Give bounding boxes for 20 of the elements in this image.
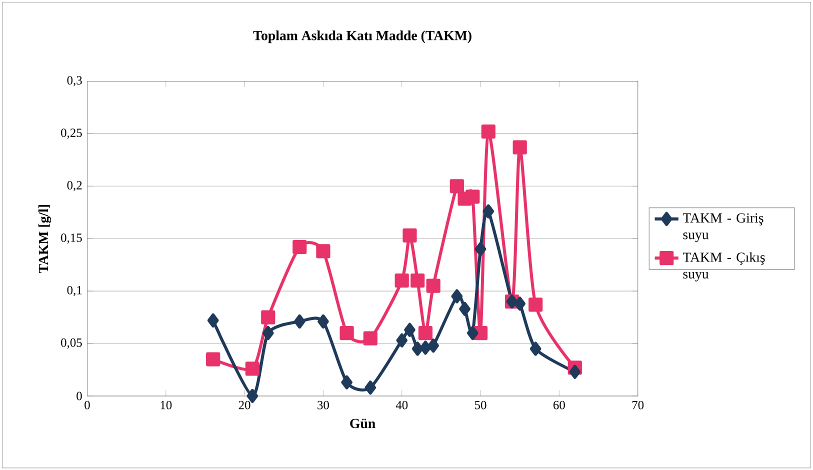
x-tick-label: 50: [475, 400, 486, 410]
chart-title: Toplam Askıda Katı Madde (TAKM): [253, 30, 472, 43]
x-axis-title: Gün: [350, 418, 376, 428]
y-tick-label: 0,3: [67, 76, 82, 86]
x-tick-label: 20: [238, 400, 250, 410]
x-tick-label: 10: [160, 400, 172, 410]
legend-label: TAKM - Çıkış suyu: [682, 252, 765, 282]
y-axis-title: TAKM [g/l]: [38, 204, 52, 273]
legend-label: TAKM - Giriş suyu: [682, 213, 764, 242]
x-tick-label: 30: [318, 400, 329, 410]
x-tick-label: 60: [553, 400, 565, 410]
y-tick-label: 0,05: [61, 338, 82, 349]
x-tick-label: 70: [632, 400, 644, 410]
y-tick-label: 0,2: [67, 180, 82, 192]
y-tick-label: 0,25: [61, 128, 82, 139]
y-tick-label: 0: [76, 392, 82, 400]
y-tick-label: 0,1: [67, 286, 82, 296]
x-tick-label: 40: [396, 400, 408, 410]
x-tick-label: 0: [84, 400, 90, 410]
y-tick-label: 0,15: [61, 233, 82, 244]
